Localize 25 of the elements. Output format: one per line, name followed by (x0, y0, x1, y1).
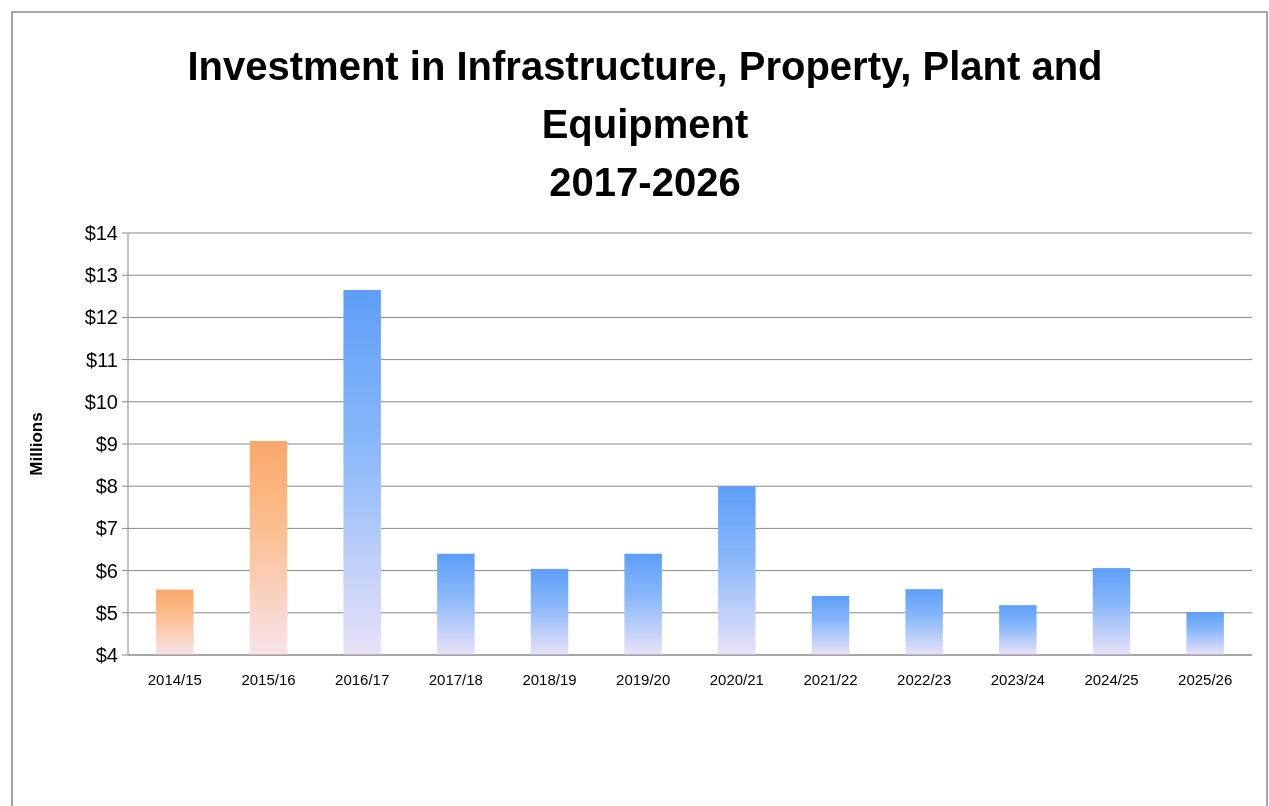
x-tick-label: 2019/20 (616, 671, 671, 688)
x-tick-label: 2020/21 (709, 671, 764, 688)
y-axis-title: Millions (27, 412, 46, 476)
x-tick-label: 2021/22 (803, 671, 858, 688)
y-tick-label: $10 (84, 390, 118, 413)
x-tick-label: 2017/18 (428, 671, 483, 688)
x-tick-label: 2023/24 (990, 671, 1045, 688)
x-tick-label: 2015/16 (241, 671, 296, 688)
x-tick-label: 2022/23 (897, 671, 952, 688)
y-tick-label: $9 (95, 433, 118, 455)
x-tick-label: 2018/19 (522, 671, 577, 688)
y-tick-label: $6 (95, 559, 118, 582)
x-tick-label: 2014/15 (147, 671, 202, 688)
y-tick-label: $14 (84, 222, 118, 244)
y-tick-label: $4 (95, 644, 118, 666)
y-tick-label: $8 (95, 475, 118, 498)
y-tick-label: $13 (84, 264, 118, 287)
y-tick-label: $11 (86, 348, 118, 371)
y-tick-label: $5 (95, 601, 118, 624)
y-tick-label: $7 (95, 517, 118, 540)
x-tick-label: 2016/17 (335, 671, 390, 688)
x-tick-label: 2025/26 (1178, 671, 1233, 688)
x-tick-label: 2024/25 (1084, 671, 1139, 688)
chart-title: Investment in Infrastructure, Property, Plant and Equipment 2017-2026 (187, 44, 1103, 204)
y-tick-label: $12 (84, 306, 118, 329)
